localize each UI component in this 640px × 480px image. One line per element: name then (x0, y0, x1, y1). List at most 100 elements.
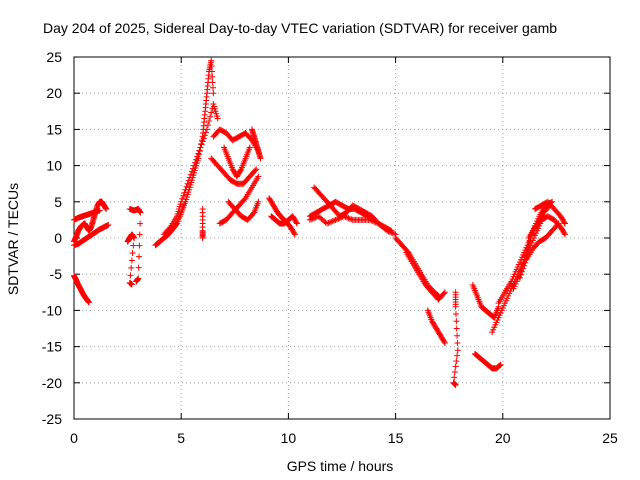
data-point (252, 167, 259, 174)
data-point (200, 135, 207, 142)
y-tick-label: 15 (46, 121, 62, 137)
data-point (496, 362, 503, 369)
data-point (333, 216, 340, 223)
data-point (497, 361, 504, 368)
data-point (129, 249, 136, 256)
data-point (208, 63, 215, 70)
data-point (255, 198, 262, 205)
data-point (185, 177, 192, 184)
data-point (206, 117, 213, 124)
data-point (561, 230, 568, 237)
data-point (188, 168, 195, 175)
data-point (440, 290, 447, 297)
data-point (198, 141, 205, 148)
data-point (191, 162, 198, 169)
data-point (189, 165, 196, 172)
data-point (311, 215, 318, 222)
data-point (250, 210, 257, 217)
data-point (524, 245, 531, 252)
data-point (193, 156, 200, 163)
data-point (490, 314, 497, 321)
data-point (452, 303, 459, 310)
x-tick-label: 15 (388, 430, 404, 446)
data-point (207, 113, 214, 120)
data-point (192, 159, 199, 166)
data-point (199, 138, 206, 145)
data-point (516, 274, 523, 281)
tick-layer: 0 5 10 15 20 25 -25 -20 -15 -10 -5 0 5 10 15 20 25 (42, 49, 618, 446)
data-point (291, 231, 298, 238)
data-point (519, 268, 526, 275)
grid-layer (74, 57, 610, 419)
data-point (208, 57, 215, 64)
data-point (526, 238, 533, 245)
data-point (441, 339, 448, 346)
data-point (182, 186, 189, 193)
data-point (441, 289, 448, 296)
data-point (385, 228, 392, 235)
data-point (525, 242, 532, 249)
data-point (441, 338, 448, 345)
data-point (137, 209, 144, 216)
y-tick-label: -10 (42, 302, 62, 318)
data-point (293, 219, 300, 226)
data-point (173, 221, 180, 228)
data-point (308, 216, 315, 223)
data-point (253, 166, 260, 173)
data-point (452, 311, 459, 318)
data-point (199, 235, 206, 241)
data-point (136, 242, 143, 249)
data-point (561, 220, 568, 227)
data-point (133, 278, 140, 285)
data-point (328, 218, 335, 225)
data-point (103, 206, 110, 213)
data-point (180, 192, 187, 199)
chart-title: Day 204 of 2025, Sidereal Day-to-day VTE… (43, 20, 557, 36)
data-point (366, 216, 373, 223)
y-axis-label: SDTVAR / TECUs (5, 183, 21, 295)
data-point (128, 264, 135, 271)
x-tick-label: 0 (70, 430, 78, 446)
y-tick-label: 5 (54, 194, 62, 210)
data-point (332, 216, 339, 223)
data-point (372, 219, 379, 226)
data-point (128, 257, 135, 264)
data-point (96, 207, 103, 214)
data-point (453, 318, 460, 325)
data-point (391, 230, 398, 237)
data-point (194, 153, 201, 160)
x-axis-label: GPS time / hours (287, 458, 394, 474)
data-point (105, 221, 112, 228)
data-point (388, 229, 395, 236)
y-tick-label: 20 (46, 85, 62, 101)
y-tick-label: -20 (42, 375, 62, 391)
data-point (518, 271, 525, 278)
data-point (293, 220, 300, 227)
data-point (255, 173, 262, 180)
x-tick-label: 20 (495, 430, 511, 446)
y-tick-label: 10 (46, 158, 62, 174)
data-point (210, 90, 217, 97)
data-point (522, 259, 529, 266)
data-point (181, 189, 188, 196)
data-point (128, 281, 135, 288)
data-point (246, 144, 253, 151)
data-point (186, 174, 193, 181)
data-point (554, 221, 561, 228)
data-point (454, 332, 461, 339)
data-point (209, 79, 216, 86)
data-point (210, 84, 217, 91)
data-point (335, 215, 342, 222)
y-tick-label: -15 (42, 339, 62, 355)
data-point (555, 220, 562, 227)
data-point (130, 242, 137, 249)
x-tick-label: 10 (281, 430, 297, 446)
data-point (454, 339, 461, 346)
data-point (389, 230, 396, 237)
data-point (214, 115, 221, 122)
data-point (179, 195, 186, 202)
data-point (313, 213, 320, 220)
data-point (346, 215, 353, 222)
data-point (561, 231, 568, 238)
